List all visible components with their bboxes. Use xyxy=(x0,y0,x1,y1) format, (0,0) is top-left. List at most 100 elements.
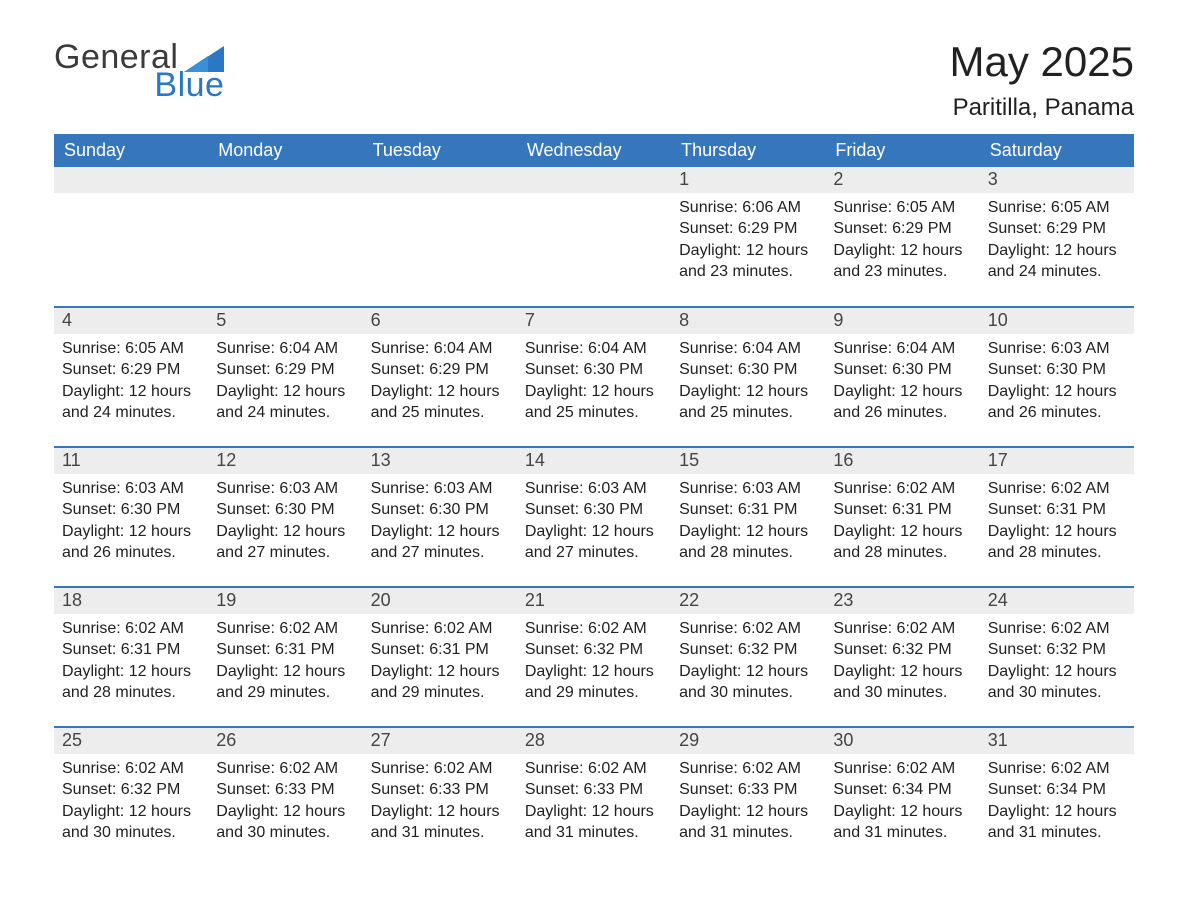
page: General Blue May 2025 Paritilla, Panama … xyxy=(0,0,1188,897)
daylight-line: Daylight: 12 hours and 27 minutes. xyxy=(216,521,354,564)
day-body: Sunrise: 6:02 AMSunset: 6:32 PMDaylight:… xyxy=(825,614,979,712)
day-body: Sunrise: 6:02 AMSunset: 6:31 PMDaylight:… xyxy=(208,614,362,712)
calendar-cell: 8Sunrise: 6:04 AMSunset: 6:30 PMDaylight… xyxy=(671,307,825,447)
calendar-cell: 1Sunrise: 6:06 AMSunset: 6:29 PMDaylight… xyxy=(671,167,825,307)
calendar-cell: 17Sunrise: 6:02 AMSunset: 6:31 PMDayligh… xyxy=(980,447,1134,587)
day-body: Sunrise: 6:06 AMSunset: 6:29 PMDaylight:… xyxy=(671,193,825,291)
sunset-line: Sunset: 6:30 PM xyxy=(216,499,354,521)
calendar-week-row: 4Sunrise: 6:05 AMSunset: 6:29 PMDaylight… xyxy=(54,307,1134,447)
daylight-line: Daylight: 12 hours and 25 minutes. xyxy=(525,381,663,424)
day-body: Sunrise: 6:04 AMSunset: 6:30 PMDaylight:… xyxy=(825,334,979,432)
date-strip: 13 xyxy=(363,448,517,474)
date-strip: 4 xyxy=(54,308,208,334)
daylight-line: Daylight: 12 hours and 28 minutes. xyxy=(62,661,200,704)
day-body: Sunrise: 6:04 AMSunset: 6:29 PMDaylight:… xyxy=(208,334,362,432)
date-strip: 29 xyxy=(671,728,825,754)
sunrise-line: Sunrise: 6:03 AM xyxy=(371,478,509,500)
daylight-line: Daylight: 12 hours and 30 minutes. xyxy=(679,661,817,704)
daylight-line: Daylight: 12 hours and 24 minutes. xyxy=(988,240,1126,283)
date-strip: 23 xyxy=(825,588,979,614)
calendar-cell xyxy=(208,167,362,307)
calendar-cell: 24Sunrise: 6:02 AMSunset: 6:32 PMDayligh… xyxy=(980,587,1134,727)
calendar-cell: 25Sunrise: 6:02 AMSunset: 6:32 PMDayligh… xyxy=(54,727,208,867)
date-strip xyxy=(517,167,671,193)
sunrise-line: Sunrise: 6:02 AM xyxy=(525,618,663,640)
calendar-cell: 14Sunrise: 6:03 AMSunset: 6:30 PMDayligh… xyxy=(517,447,671,587)
calendar-cell xyxy=(363,167,517,307)
logo: General Blue xyxy=(54,40,224,102)
sunrise-line: Sunrise: 6:02 AM xyxy=(679,618,817,640)
date-strip: 14 xyxy=(517,448,671,474)
location-label: Paritilla, Panama xyxy=(950,94,1134,122)
day-body: Sunrise: 6:02 AMSunset: 6:34 PMDaylight:… xyxy=(980,754,1134,852)
sunrise-line: Sunrise: 6:05 AM xyxy=(62,338,200,360)
sunrise-line: Sunrise: 6:02 AM xyxy=(216,618,354,640)
sunrise-line: Sunrise: 6:02 AM xyxy=(988,758,1126,780)
calendar-cell: 19Sunrise: 6:02 AMSunset: 6:31 PMDayligh… xyxy=(208,587,362,727)
day-body: Sunrise: 6:02 AMSunset: 6:32 PMDaylight:… xyxy=(54,754,208,852)
sunrise-line: Sunrise: 6:02 AM xyxy=(833,758,971,780)
weekday-header: Saturday xyxy=(980,134,1134,167)
sunset-line: Sunset: 6:30 PM xyxy=(988,359,1126,381)
sunrise-line: Sunrise: 6:03 AM xyxy=(525,478,663,500)
daylight-line: Daylight: 12 hours and 30 minutes. xyxy=(216,801,354,844)
sunrise-line: Sunrise: 6:03 AM xyxy=(62,478,200,500)
daylight-line: Daylight: 12 hours and 24 minutes. xyxy=(62,381,200,424)
sunset-line: Sunset: 6:29 PM xyxy=(62,359,200,381)
sunset-line: Sunset: 6:34 PM xyxy=(988,779,1126,801)
sunset-line: Sunset: 6:31 PM xyxy=(679,499,817,521)
sunrise-line: Sunrise: 6:02 AM xyxy=(371,758,509,780)
sunrise-line: Sunrise: 6:04 AM xyxy=(679,338,817,360)
calendar-week-row: 1Sunrise: 6:06 AMSunset: 6:29 PMDaylight… xyxy=(54,167,1134,307)
date-strip: 28 xyxy=(517,728,671,754)
sunset-line: Sunset: 6:29 PM xyxy=(833,218,971,240)
date-strip: 8 xyxy=(671,308,825,334)
date-strip: 26 xyxy=(208,728,362,754)
calendar-cell: 18Sunrise: 6:02 AMSunset: 6:31 PMDayligh… xyxy=(54,587,208,727)
day-body: Sunrise: 6:02 AMSunset: 6:31 PMDaylight:… xyxy=(825,474,979,572)
date-strip: 5 xyxy=(208,308,362,334)
sunset-line: Sunset: 6:30 PM xyxy=(62,499,200,521)
calendar-cell: 15Sunrise: 6:03 AMSunset: 6:31 PMDayligh… xyxy=(671,447,825,587)
sunset-line: Sunset: 6:33 PM xyxy=(679,779,817,801)
sunset-line: Sunset: 6:33 PM xyxy=(371,779,509,801)
sunset-line: Sunset: 6:31 PM xyxy=(216,639,354,661)
sunset-line: Sunset: 6:30 PM xyxy=(679,359,817,381)
day-body: Sunrise: 6:03 AMSunset: 6:30 PMDaylight:… xyxy=(208,474,362,572)
day-body: Sunrise: 6:03 AMSunset: 6:31 PMDaylight:… xyxy=(671,474,825,572)
sunrise-line: Sunrise: 6:02 AM xyxy=(216,758,354,780)
day-body: Sunrise: 6:02 AMSunset: 6:31 PMDaylight:… xyxy=(363,614,517,712)
sunrise-line: Sunrise: 6:04 AM xyxy=(833,338,971,360)
sunrise-line: Sunrise: 6:04 AM xyxy=(216,338,354,360)
sunset-line: Sunset: 6:30 PM xyxy=(371,499,509,521)
sunrise-line: Sunrise: 6:02 AM xyxy=(679,758,817,780)
date-strip: 20 xyxy=(363,588,517,614)
date-strip: 16 xyxy=(825,448,979,474)
sunrise-line: Sunrise: 6:06 AM xyxy=(679,197,817,219)
date-strip: 17 xyxy=(980,448,1134,474)
daylight-line: Daylight: 12 hours and 28 minutes. xyxy=(988,521,1126,564)
daylight-line: Daylight: 12 hours and 28 minutes. xyxy=(833,521,971,564)
calendar-cell: 22Sunrise: 6:02 AMSunset: 6:32 PMDayligh… xyxy=(671,587,825,727)
daylight-line: Daylight: 12 hours and 23 minutes. xyxy=(833,240,971,283)
calendar-week-row: 25Sunrise: 6:02 AMSunset: 6:32 PMDayligh… xyxy=(54,727,1134,867)
sunset-line: Sunset: 6:29 PM xyxy=(371,359,509,381)
date-strip: 19 xyxy=(208,588,362,614)
logo-triangle-icon xyxy=(184,46,224,72)
sunset-line: Sunset: 6:32 PM xyxy=(833,639,971,661)
date-strip: 11 xyxy=(54,448,208,474)
daylight-line: Daylight: 12 hours and 31 minutes. xyxy=(371,801,509,844)
sunrise-line: Sunrise: 6:02 AM xyxy=(62,758,200,780)
daylight-line: Daylight: 12 hours and 27 minutes. xyxy=(371,521,509,564)
sunset-line: Sunset: 6:29 PM xyxy=(679,218,817,240)
daylight-line: Daylight: 12 hours and 28 minutes. xyxy=(679,521,817,564)
calendar-cell: 16Sunrise: 6:02 AMSunset: 6:31 PMDayligh… xyxy=(825,447,979,587)
weekday-header: Tuesday xyxy=(363,134,517,167)
date-strip: 18 xyxy=(54,588,208,614)
daylight-line: Daylight: 12 hours and 29 minutes. xyxy=(216,661,354,704)
page-title: May 2025 xyxy=(950,40,1134,84)
day-body: Sunrise: 6:02 AMSunset: 6:33 PMDaylight:… xyxy=(208,754,362,852)
weekday-header: Wednesday xyxy=(517,134,671,167)
daylight-line: Daylight: 12 hours and 31 minutes. xyxy=(988,801,1126,844)
daylight-line: Daylight: 12 hours and 26 minutes. xyxy=(833,381,971,424)
